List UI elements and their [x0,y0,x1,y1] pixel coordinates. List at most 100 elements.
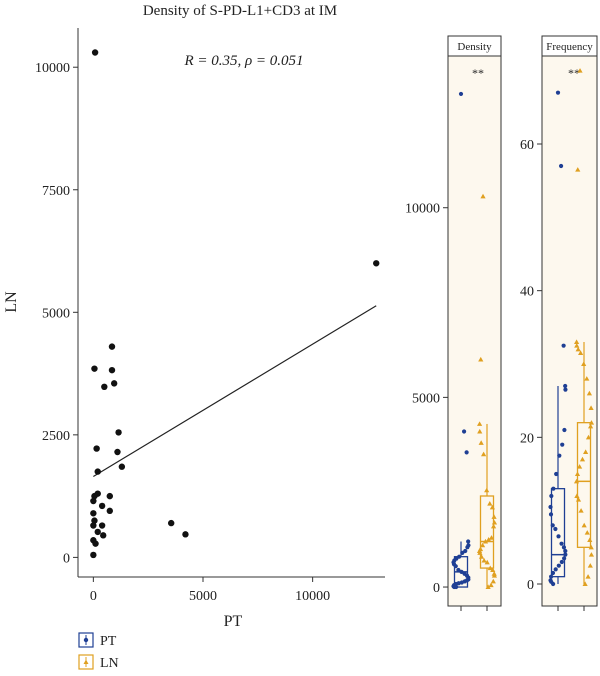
box-point [578,508,584,513]
box-point [548,512,554,517]
box-point [584,530,590,535]
scatter-point [91,49,99,56]
box-point [555,90,561,95]
box-point [554,471,559,477]
scatter-point [101,383,108,391]
box-point [491,573,498,578]
box-point [490,567,496,572]
box-point [550,523,555,528]
x-tick-label: 5000 [189,589,217,604]
density-box-panel: Density ** 0 5000 10000 [405,35,502,611]
x-axis-label: PT [224,613,243,630]
scatter-ticks: 0 5000 10000 0 2500 5000 7500 10000 [35,61,330,604]
box-point [559,541,564,546]
box-point [588,405,594,410]
box-point [561,343,566,348]
box-point [484,559,490,565]
scatter-point [94,468,101,475]
box-point [478,356,484,362]
box-point [453,564,458,569]
x-tick-label: 10000 [295,589,330,604]
box-point [574,493,580,498]
box-point [585,434,592,440]
box-point [480,542,486,548]
box-point [458,91,464,97]
box-point [550,570,556,576]
density-strip-label: Density [457,41,492,53]
frequency-strip-label: Frequency [546,41,593,53]
legend: PT LN [78,632,119,671]
regression-line [93,305,377,478]
scatter-point [114,448,121,456]
box-point [485,584,491,590]
y-tick-label: 2500 [42,429,70,444]
box-point [588,552,595,557]
box-point [461,429,467,434]
scatter-point [167,519,175,527]
box-point [465,545,470,550]
box-point [481,557,487,563]
box-point [574,339,580,344]
box-y-tick-label: 40 [520,285,534,300]
box-point [460,550,465,555]
box-point [556,563,561,568]
frequency-ticks: 0 20 40 60 [520,138,585,611]
scatter-point [106,492,113,500]
scatter-points [90,49,380,559]
scatter-point [94,528,101,536]
scatter-point [108,343,116,350]
box-point [491,519,498,525]
box-point [578,350,584,355]
box-point [489,504,496,510]
box-point [561,545,567,550]
box-point [588,420,595,425]
box-point [574,343,580,348]
box-point [556,534,561,539]
scatter-point [92,540,99,547]
box-point [484,487,490,493]
box-point [563,548,568,554]
box-point [577,68,583,73]
correlation-annotation: R = 0.35, ρ = 0.051 [183,53,303,69]
scatter-point [90,497,97,505]
y-tick-label: 7500 [42,184,70,199]
legend-label-ln: LN [100,656,119,671]
x-tick-label: 0 [90,589,97,604]
box-point [575,497,582,502]
legend-item-ln: LN [78,654,119,671]
box-point [477,428,483,434]
scatter-point [91,517,98,524]
y-tick-label: 0 [63,551,70,566]
box-point [574,471,581,476]
box-point [478,440,484,445]
box-point [549,574,554,579]
box-point [456,567,461,573]
box-point [487,565,493,571]
box-point [459,580,464,585]
box-point [491,514,497,519]
box-iqr [550,488,566,578]
box-y-tick-label: 20 [520,431,534,446]
frequency-box-panel: Frequency ** 0 20 40 60 [520,35,598,611]
box-point [549,493,554,499]
scatter-point [110,380,118,387]
box-point [466,539,471,544]
box-point [582,581,588,586]
frequency-significance: ** [568,66,580,80]
box-point [481,451,487,457]
box-point [587,563,593,568]
box-point [562,427,567,433]
density-plot-area [447,55,502,607]
box-point [551,581,556,587]
scatter-point [91,365,98,372]
box-point [478,554,485,559]
frequency-plot-area [541,55,598,607]
box-point [573,478,580,484]
scatter-point [106,507,113,515]
box-point [551,486,556,491]
box-point [558,163,564,169]
box-iqr [576,422,592,548]
box-point [477,421,483,426]
scatter-point [90,510,97,517]
